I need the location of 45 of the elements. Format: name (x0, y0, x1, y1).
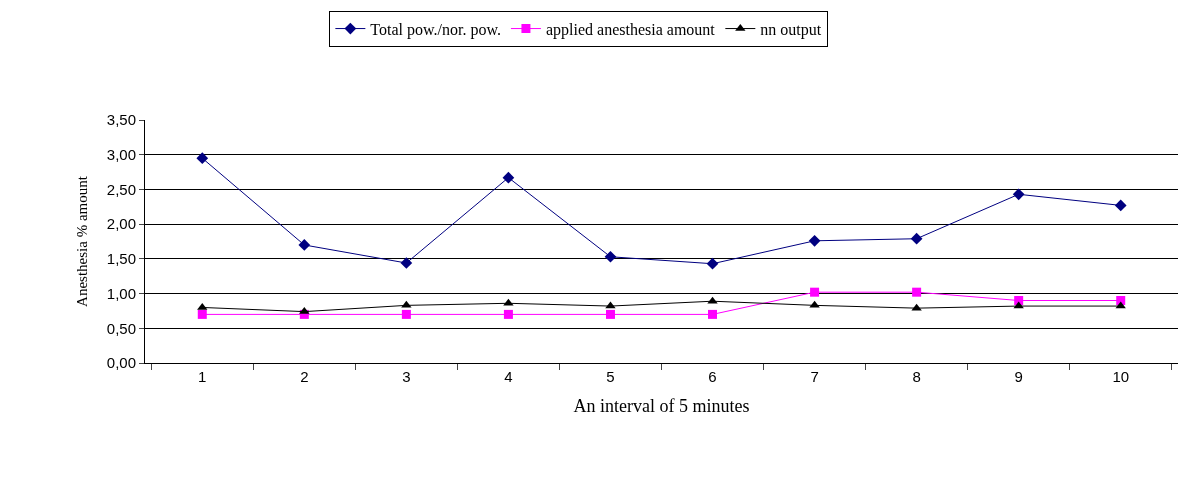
point (502, 171, 515, 184)
point (400, 257, 413, 269)
point (401, 309, 411, 319)
point (706, 257, 719, 270)
point (197, 309, 207, 319)
x-tick-label: 5 (606, 368, 615, 385)
y-tick-label: 1,50 (106, 250, 136, 268)
legend-label: Total pow./nor. pow. (370, 20, 501, 39)
legend-label: applied anesthesia amount (545, 20, 716, 39)
x-tick-label: 9 (1014, 368, 1023, 385)
point (197, 302, 208, 310)
point (605, 309, 615, 319)
x-axis-title: An interval of 5 minutes (573, 396, 750, 417)
y-tick-label: 3,50 (106, 111, 136, 129)
x-tick-label: 4 (504, 368, 513, 385)
x-tick-label: 6 (708, 368, 717, 385)
y-tick-label: 3,00 (106, 145, 136, 163)
point (503, 298, 514, 306)
point (298, 239, 311, 251)
y-tick-label: 0,00 (106, 354, 136, 372)
x-tick-label: 8 (912, 368, 921, 385)
point (1115, 301, 1126, 309)
y-tick-label: 1,00 (106, 284, 136, 302)
y-axis-title: Anesthesia % amount (74, 175, 91, 307)
y-tick-label: 2,00 (106, 215, 136, 233)
x-tick-label: 1 (198, 368, 207, 385)
point (912, 287, 922, 297)
y-tick-label: 2,50 (106, 180, 136, 198)
point (910, 232, 923, 245)
point (810, 287, 820, 297)
point (604, 250, 617, 263)
legend-label: nn output (760, 20, 822, 39)
point (809, 300, 820, 308)
y-tick-label: 0,50 (106, 319, 136, 337)
x-tick-label: 10 (1112, 368, 1130, 385)
point (1012, 188, 1025, 201)
point (808, 234, 821, 247)
point (503, 309, 513, 319)
point (1114, 199, 1127, 212)
x-tick-label: 2 (300, 368, 309, 385)
x-tick-label: 7 (810, 368, 819, 385)
x-tick-label: 3 (402, 368, 411, 385)
point (708, 309, 718, 319)
point (401, 300, 412, 308)
point (196, 152, 209, 165)
